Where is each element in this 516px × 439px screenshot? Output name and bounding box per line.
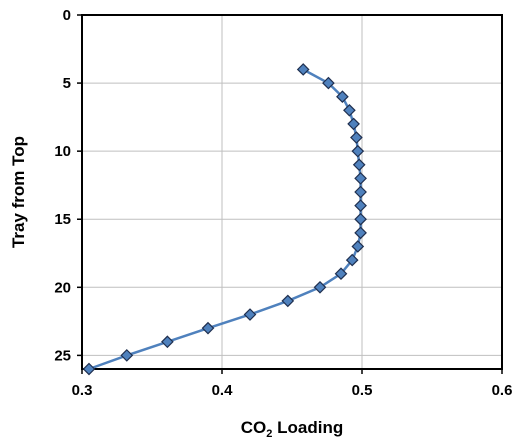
data-point-marker <box>350 131 363 144</box>
data-point-marker <box>345 253 359 267</box>
plot-area <box>81 14 503 370</box>
y-tick-label: 15 <box>54 211 71 228</box>
x-axis-title: CO2 Loading <box>241 418 343 439</box>
data-point-marker <box>161 335 174 349</box>
data-point-marker <box>354 185 367 199</box>
y-tick-label: 25 <box>54 347 71 364</box>
x-axis-title-rest: Loading <box>272 418 343 437</box>
x-tick-label: 0.5 <box>352 382 373 399</box>
data-point-marker <box>201 321 215 335</box>
data-point-marker <box>120 349 134 362</box>
y-tick-label: 20 <box>54 279 71 296</box>
data-point-marker <box>354 199 367 212</box>
data-point-marker <box>313 280 327 294</box>
y-axis-ticks: 0 5 10 15 20 25 <box>54 7 82 364</box>
series <box>82 63 367 376</box>
x-axis-title-subscript: 2 <box>266 428 272 439</box>
y-axis-title: Tray from Top <box>9 136 28 248</box>
data-point-marker <box>243 308 257 321</box>
y-tick-label: 0 <box>63 7 71 24</box>
data-point-marker <box>322 76 335 90</box>
data-point-marker <box>281 294 295 308</box>
data-point-marker <box>347 117 360 131</box>
x-tick-label: 0.6 <box>492 382 513 399</box>
x-axis-title-main: CO <box>241 418 267 437</box>
data-point-marker <box>354 226 367 240</box>
data-point-marker <box>352 158 366 172</box>
data-point-marker <box>296 63 310 76</box>
data-point-marker <box>351 144 365 158</box>
x-tick-label: 0.3 <box>72 382 93 399</box>
x-axis-ticks: 0.3 0.4 0.5 0.6 <box>72 369 513 399</box>
y-tick-label: 10 <box>54 143 71 160</box>
data-point-marker <box>354 212 367 226</box>
data-point-marker <box>343 103 356 117</box>
data-point-marker <box>354 172 367 185</box>
data-point-marker <box>336 90 349 104</box>
data-point-marker <box>351 240 365 253</box>
data-point-marker <box>334 267 348 281</box>
data-point-marker <box>82 362 96 376</box>
y-tick-label: 5 <box>63 75 71 92</box>
x-tick-label: 0.4 <box>212 382 234 399</box>
